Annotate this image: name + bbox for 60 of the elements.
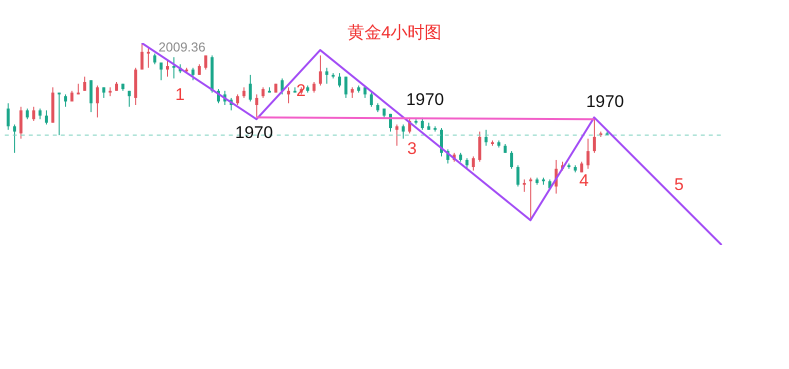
candlestick bbox=[402, 124, 405, 140]
candlestick bbox=[478, 131, 482, 162]
candlestick bbox=[70, 90, 74, 102]
candlestick bbox=[350, 86, 354, 98]
candlestick bbox=[255, 94, 258, 118]
candlestick bbox=[395, 124, 398, 146]
candlestick bbox=[160, 62, 163, 81]
annotation: 3 bbox=[407, 139, 417, 159]
candlestick bbox=[6, 102, 10, 130]
candlestick bbox=[344, 76, 348, 98]
candlestick bbox=[318, 54, 322, 86]
candlestick bbox=[128, 90, 131, 108]
candlestick bbox=[592, 118, 596, 154]
candlestick bbox=[248, 74, 252, 102]
candlestick bbox=[287, 86, 290, 104]
annotation: 5 bbox=[674, 175, 684, 195]
annotation: 1970 bbox=[406, 90, 444, 110]
annotation: 2009.36 bbox=[158, 40, 206, 54]
candlestick bbox=[586, 138, 590, 170]
candlestick bbox=[44, 110, 48, 126]
candlestick bbox=[242, 86, 246, 98]
candlestick bbox=[484, 129, 488, 146]
candlestick bbox=[312, 81, 316, 94]
annotation: 1970 bbox=[235, 123, 273, 143]
candlestick bbox=[38, 108, 42, 120]
candlestick bbox=[262, 86, 265, 98]
candlestick bbox=[140, 43, 144, 70]
candlestick bbox=[516, 164, 520, 188]
candlestick bbox=[198, 64, 201, 76]
candlestick bbox=[26, 108, 29, 120]
candlestick bbox=[580, 161, 584, 173]
candlestick bbox=[204, 54, 208, 70]
candlestick bbox=[13, 124, 16, 154]
candlestick bbox=[236, 94, 240, 106]
chart-title: 黄金4小时图 bbox=[347, 23, 442, 42]
candlestick bbox=[338, 72, 342, 88]
candlestick bbox=[19, 106, 22, 140]
candlestick bbox=[522, 178, 526, 192]
candlestick bbox=[172, 56, 176, 79]
annotation: 4 bbox=[579, 171, 589, 191]
annotation: 2 bbox=[296, 81, 306, 101]
candlestick bbox=[32, 106, 36, 122]
candlestick bbox=[370, 92, 373, 108]
candlestick bbox=[420, 116, 424, 130]
candlestick bbox=[76, 83, 80, 95]
candlestick bbox=[472, 156, 475, 172]
candlestick bbox=[166, 60, 170, 78]
candlestick bbox=[325, 67, 328, 84]
candlestick bbox=[90, 80, 93, 113]
candlestick bbox=[280, 78, 284, 95]
candlestick bbox=[191, 67, 194, 81]
candlestick bbox=[465, 158, 468, 170]
candlestick bbox=[96, 85, 99, 118]
candlestick bbox=[153, 53, 156, 65]
candlestick bbox=[58, 92, 61, 136]
candlestick bbox=[64, 94, 68, 108]
annotation: 1 bbox=[175, 85, 185, 105]
candlestick bbox=[510, 150, 514, 170]
annotation: 1970 bbox=[586, 92, 624, 112]
candlestick bbox=[83, 76, 86, 92]
